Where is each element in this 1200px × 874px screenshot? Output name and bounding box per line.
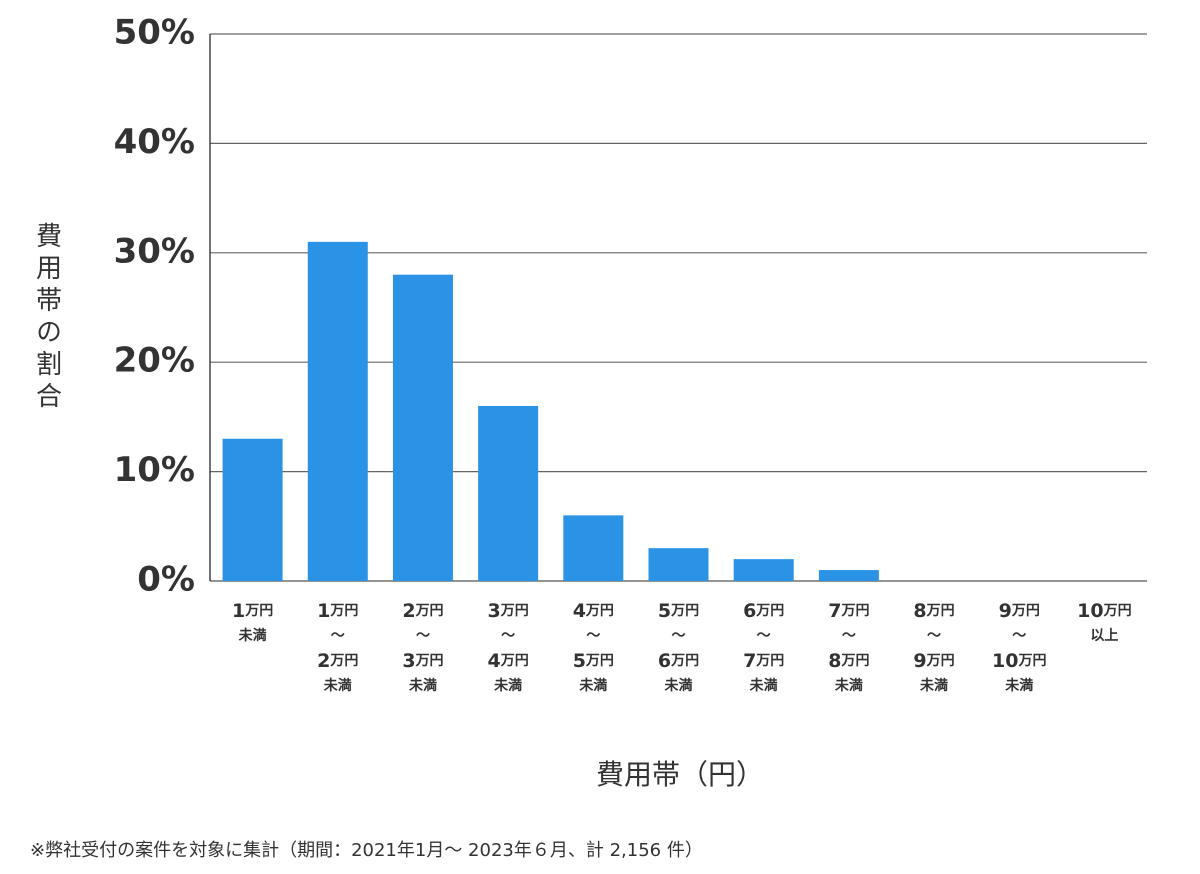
bar: [818, 570, 879, 581]
y-tick-label: 10%: [114, 450, 195, 490]
y-tick-label: 30%: [114, 231, 195, 271]
y-tick-label: 0%: [137, 560, 195, 600]
bar: [733, 559, 794, 581]
x-tick-label: 1万円未満: [232, 600, 273, 645]
x-tick-label: 4万円〜 5万円未満: [573, 600, 614, 695]
x-tick-label: 1万円〜 2万円未満: [317, 600, 358, 695]
footnote: ※弊社受付の案件を対象に集計（期間：2021年1月～ 2023年６月、計 2,1…: [30, 840, 703, 861]
bar: [392, 274, 453, 581]
y-axis-title: 費用帯の割合: [32, 222, 62, 414]
bar: [307, 241, 368, 582]
x-tick-label: 10万円以上: [1077, 600, 1131, 645]
x-tick-label: 3万円〜 4万円未満: [488, 600, 529, 695]
x-tick-label: 9万円〜 10万円未満: [992, 600, 1046, 695]
x-tick-label: 6万円〜 7万円未満: [743, 600, 784, 695]
x-tick-label: 2万円〜 3万円未満: [402, 600, 443, 695]
bar: [478, 405, 539, 581]
bar: [222, 438, 283, 581]
x-axis-title: 費用帯（円）: [596, 758, 764, 791]
y-tick-label: 40%: [114, 122, 195, 162]
bar: [563, 515, 624, 581]
bar: [648, 548, 709, 581]
y-tick-label: 50%: [114, 13, 195, 53]
x-tick-label: 5万円〜 6万円未満: [658, 600, 699, 695]
x-tick-label: 8万円〜 9万円未満: [913, 600, 954, 695]
x-tick-label: 7万円〜 8万円未満: [828, 600, 869, 695]
y-tick-label: 20%: [114, 341, 195, 381]
